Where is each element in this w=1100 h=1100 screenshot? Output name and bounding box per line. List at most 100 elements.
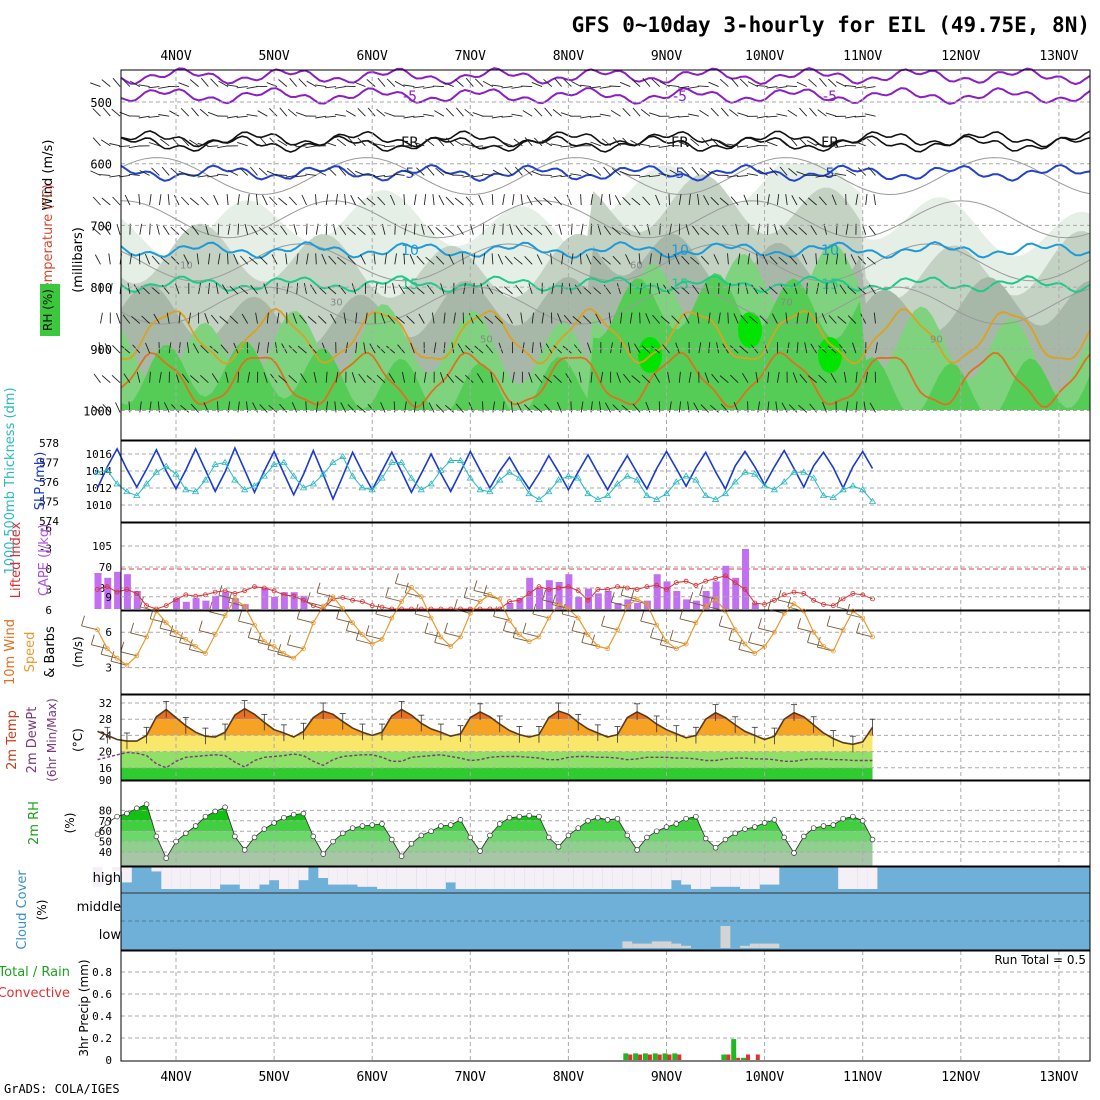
wind-speed-point <box>350 620 356 626</box>
wind-barb <box>815 143 827 147</box>
convective-precip-bar <box>755 1054 760 1060</box>
high-cloud-gap <box>347 867 358 885</box>
wind-barb <box>648 174 660 178</box>
wind-barb <box>818 345 827 354</box>
wind-barb <box>736 174 749 178</box>
wind-barb-flag <box>777 589 782 601</box>
wind-barb <box>623 373 631 383</box>
wind-barb <box>435 255 445 265</box>
wind-barb-flag <box>797 618 802 629</box>
wind-barb <box>395 582 412 588</box>
wind-barb <box>825 174 837 178</box>
lifted-index-point <box>369 603 375 609</box>
wind-barb <box>268 227 278 236</box>
wind-barb <box>563 314 572 324</box>
thickness-point <box>103 466 112 473</box>
wind-barb <box>697 85 709 88</box>
high-cloud-gap <box>759 867 770 885</box>
wind-barb <box>241 313 249 324</box>
y-tick-label: 32 <box>99 697 112 710</box>
wind-barb <box>208 611 226 617</box>
wind-barb <box>250 284 258 295</box>
thickness-point <box>741 468 749 475</box>
wind-barb-flag <box>473 580 478 591</box>
wind-barb <box>435 226 445 236</box>
y-tick-label: 500 <box>90 96 112 110</box>
thickness-point <box>858 486 867 493</box>
wind-barb <box>601 138 611 147</box>
rh-point <box>398 853 405 859</box>
thickness-point <box>358 484 367 491</box>
wind-barb <box>622 107 631 117</box>
isotherm-label: 5 <box>826 166 835 182</box>
wind-barb <box>179 641 196 647</box>
wind-barb-flag <box>826 615 831 626</box>
wind-barb <box>526 195 533 206</box>
wind-barb-flag <box>100 644 105 655</box>
wind-barb <box>454 79 464 87</box>
wind-barb <box>306 253 309 265</box>
wind-barb <box>403 253 406 265</box>
thickness-point <box>339 452 347 460</box>
wind-barb <box>257 342 260 354</box>
thickness-point <box>849 482 857 489</box>
wind-barb-flag <box>679 608 684 619</box>
wind-barb <box>704 372 710 383</box>
wind-barb <box>730 77 739 87</box>
top-date-axis: 4NOV 5NOV 6NOV 7NOV 8NOV 9NOV 10NOV 11NOV 12NOV 1… <box>160 49 1078 64</box>
wind-barb <box>639 312 641 324</box>
wind-barb-flag <box>287 634 291 645</box>
wind-barb-flag <box>748 632 753 643</box>
rh-point <box>359 823 366 829</box>
thickness-point <box>613 480 622 487</box>
wind-barb <box>301 194 307 206</box>
wind-barb <box>719 375 729 384</box>
wind-barb <box>403 194 406 206</box>
wind-barb <box>418 313 425 324</box>
wind-speed-point <box>860 615 866 621</box>
thickness-point <box>643 491 651 499</box>
wind-barb <box>387 314 396 324</box>
wind-barb <box>276 312 280 324</box>
high-cloud-gap <box>298 867 309 881</box>
wind-barb <box>845 223 849 235</box>
wind-barb <box>413 86 425 89</box>
wind-barb <box>268 404 278 413</box>
wind-barb <box>668 253 670 265</box>
wind-barb <box>259 137 268 147</box>
wind-barb <box>247 194 250 206</box>
thickness-point <box>231 476 239 483</box>
low-cloud-bar <box>632 943 643 948</box>
lifted-index-point <box>124 587 130 592</box>
wind-barb <box>388 373 396 383</box>
wind-barb <box>436 137 445 147</box>
wind-barb <box>455 403 464 413</box>
wind-barb <box>384 112 395 117</box>
wind-barb <box>465 196 474 206</box>
wind-barb <box>217 223 220 235</box>
wind-barb <box>298 78 307 87</box>
wind-barb <box>560 112 572 117</box>
lifted-index-point <box>144 603 150 609</box>
wind-barb <box>799 107 808 117</box>
y-tick-label: 3 <box>45 583 52 596</box>
wind-barb <box>217 173 229 176</box>
wind-barb <box>747 81 759 88</box>
wind-barb <box>129 80 141 87</box>
wind-barb <box>839 284 847 295</box>
wind-barb <box>632 403 641 413</box>
wind-speed-point <box>310 620 316 626</box>
wind-barb <box>197 174 209 178</box>
rh-contour-label: 60 <box>630 261 643 272</box>
cape-bar <box>653 574 661 609</box>
convective-precip-bar <box>677 1054 682 1060</box>
rh-point <box>251 834 258 841</box>
wind-speed-point <box>487 592 493 597</box>
rh-contour-label: 70 <box>780 298 793 309</box>
wind-barb <box>739 78 749 87</box>
wind-barb <box>482 81 494 87</box>
wind-barb <box>570 253 574 265</box>
wind-barb <box>303 283 307 294</box>
wind-barb <box>550 253 553 265</box>
high-cloud-gap <box>200 867 211 889</box>
